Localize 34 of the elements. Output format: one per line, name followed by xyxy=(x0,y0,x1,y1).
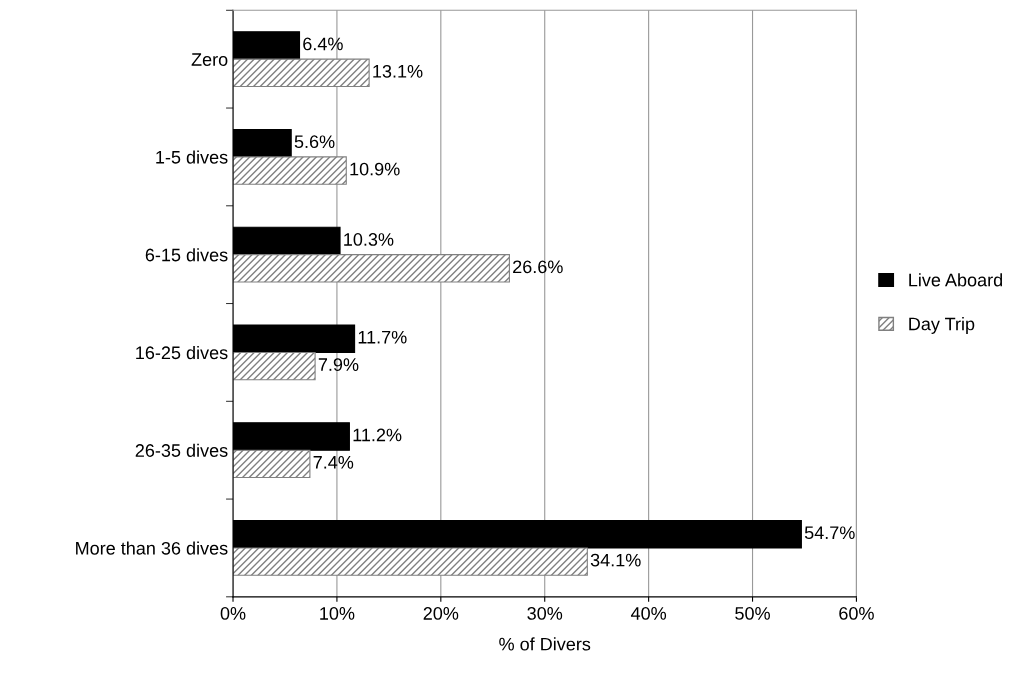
x-tick-label: 40% xyxy=(630,607,667,620)
bar xyxy=(233,351,316,381)
data-label: 34.1% xyxy=(590,553,641,567)
x-tick-label: 30% xyxy=(527,607,563,620)
data-label: 10.9% xyxy=(350,162,400,176)
data-label: 7.9% xyxy=(318,358,359,371)
data-label: 11.2% xyxy=(353,428,402,442)
bar xyxy=(233,449,311,479)
bar xyxy=(233,58,370,88)
y-tick-label: More than 36 dives xyxy=(76,541,228,555)
y-tick-label: 6-15 dives xyxy=(145,248,228,262)
legend-label: Day Trip xyxy=(909,317,975,334)
bar xyxy=(233,547,588,576)
x-tick-label: 10% xyxy=(320,607,355,620)
bar xyxy=(233,156,347,185)
data-label: 26.6% xyxy=(513,260,563,274)
x-tick-label: 60% xyxy=(839,607,874,620)
data-label: 6.4% xyxy=(303,37,343,51)
x-tick-label: 50% xyxy=(735,607,770,620)
y-tick-label: 16-25 dives xyxy=(136,345,228,360)
data-label: 54.7% xyxy=(804,526,855,540)
data-label: 11.7% xyxy=(358,330,407,344)
y-tick-label: 26-35 dives xyxy=(135,443,228,457)
legend-label: Live Aboard xyxy=(909,273,1003,287)
y-tick-label: 1-5 dives xyxy=(156,150,228,164)
data-label: 10.3% xyxy=(344,233,394,246)
data-label: 5.6% xyxy=(294,135,335,149)
bar xyxy=(233,254,510,283)
x-tick-label: 20% xyxy=(423,607,459,620)
data-label: 7.4% xyxy=(313,456,354,469)
data-label: 13.1% xyxy=(373,64,423,78)
y-tick-label: Zero xyxy=(191,53,228,66)
x-axis-title: % of Divers xyxy=(499,637,591,651)
x-tick-label: 0% xyxy=(220,607,246,620)
